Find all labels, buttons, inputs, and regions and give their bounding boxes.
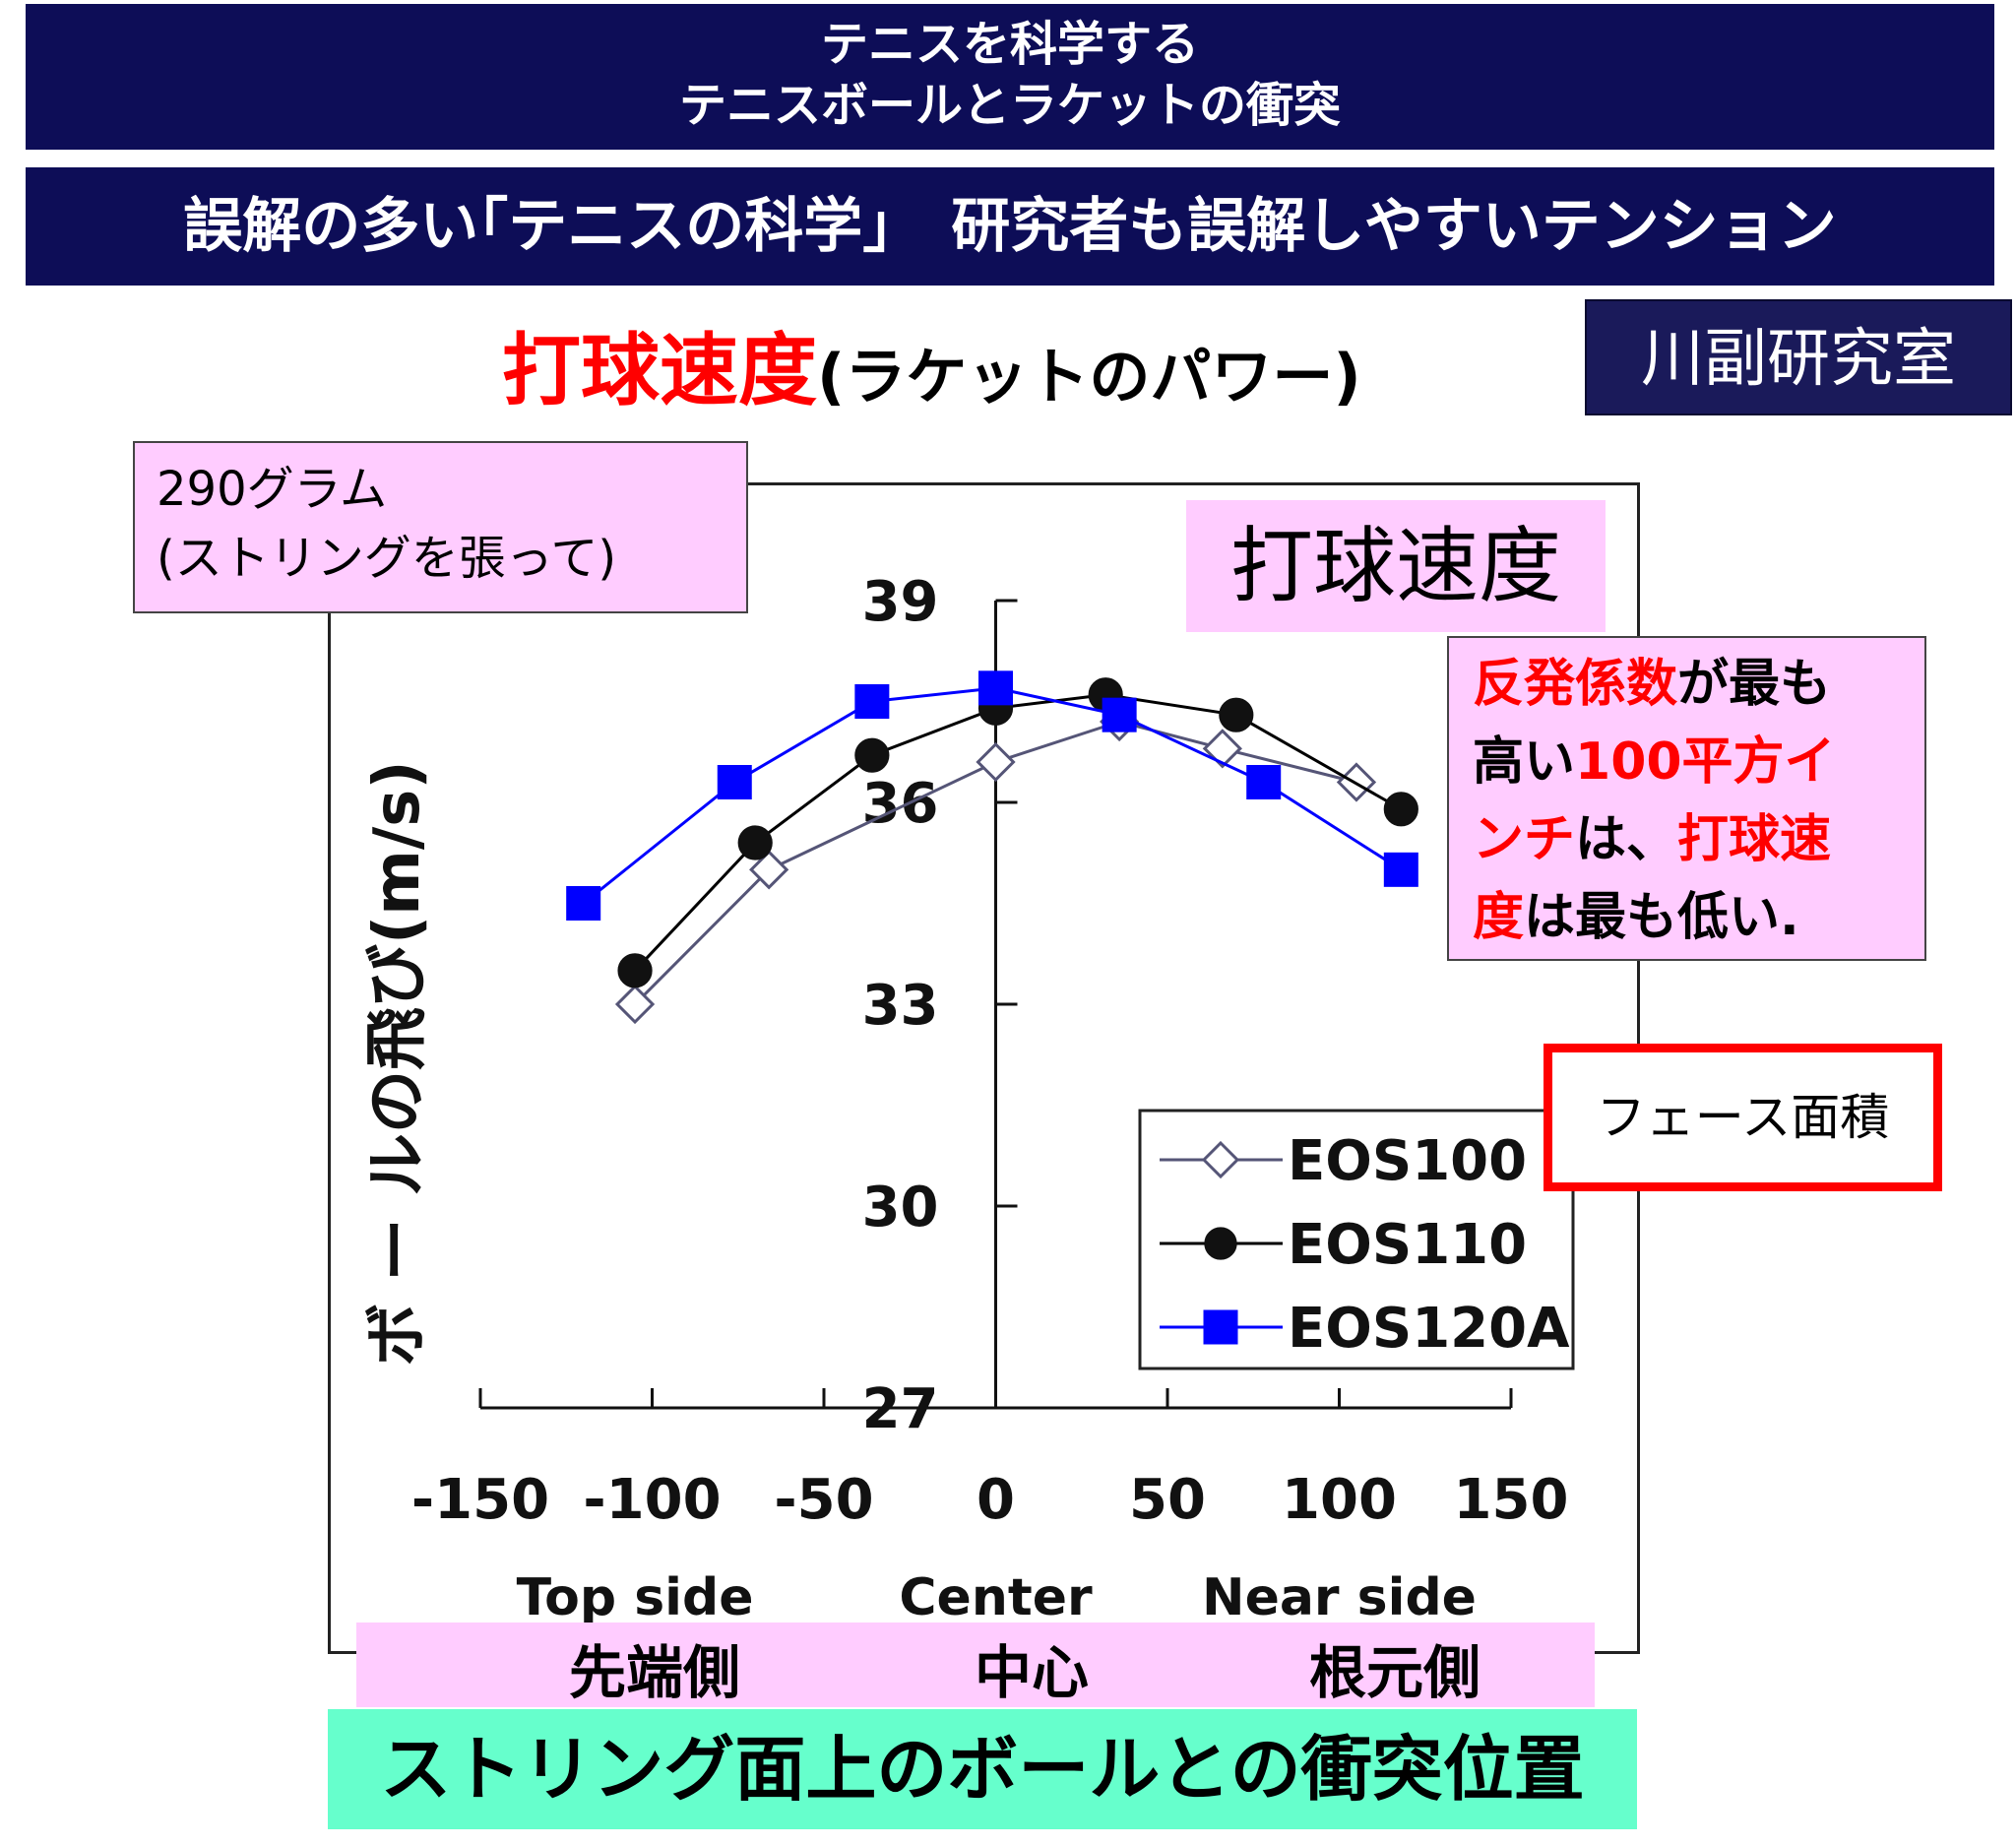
diamond-marker	[1201, 1140, 1240, 1179]
legend-label: EOS100	[1288, 1129, 1527, 1193]
circle-marker	[617, 953, 653, 988]
weight-note-box: 290グラム (ストリングを張って)	[133, 441, 748, 613]
subtitle-main: 打球速度	[502, 325, 817, 416]
y-tick-label: 39	[862, 570, 939, 634]
japanese-position-strip	[356, 1623, 1595, 1707]
series-line	[633, 720, 1357, 1006]
circle-marker	[737, 825, 773, 860]
circle-marker	[854, 737, 890, 773]
note-red-4: 度	[1473, 888, 1525, 947]
note-text-1: が最も	[1677, 655, 1832, 714]
legend-label: EOS110	[1288, 1213, 1527, 1277]
note-text-4: は最も低い.	[1524, 888, 1799, 947]
legend-label: EOS120A	[1288, 1297, 1570, 1361]
circle-marker	[1383, 792, 1418, 827]
note-red-3b: 打球速	[1677, 810, 1832, 869]
square-marker	[717, 765, 752, 799]
square-marker	[854, 684, 890, 719]
x-tick-label: -50	[774, 1468, 873, 1532]
chart-ticks: -150 -100 -50 0 50 100 150 27 30 33 36 39	[411, 570, 1569, 1532]
ball-speed-label: 打球速度	[1186, 500, 1606, 632]
square-marker	[1203, 1309, 1238, 1345]
x-tick-label: 100	[1282, 1468, 1397, 1532]
circle-marker	[1204, 1227, 1237, 1260]
diamond-marker	[976, 741, 1016, 783]
diamond-marker	[614, 984, 656, 1025]
square-marker	[566, 886, 601, 921]
explanation-note: 反発係数が最も 高い100平方イ ンチは、打球速 度は最も低い.	[1447, 636, 1926, 961]
note-text-3: は、	[1575, 810, 1678, 869]
face-area-box: フェース面積	[1544, 1044, 1942, 1191]
y-tick-label: 27	[862, 1377, 939, 1441]
title-banner: テニスを科学する テニスボールとラケットの衝突	[26, 4, 1994, 150]
position-base-label: 根元側	[1309, 1639, 1481, 1706]
position-center-label: 中心	[975, 1639, 1090, 1706]
square-marker	[978, 670, 1013, 706]
title-line-1: テニスを科学する	[820, 17, 1199, 72]
note-red-1: 反発係数	[1473, 655, 1678, 714]
y-tick-label: 30	[862, 1176, 939, 1240]
subtitle-paren: (ラケットのパワー)	[817, 341, 1361, 413]
title-line-2: テニスボールとラケットの衝突	[678, 78, 1341, 133]
chart-labels: Top side Center Near side ボ ー ルの飛び(m/s)	[361, 760, 1477, 1627]
position-tip-label: 先端側	[569, 1639, 741, 1706]
y-axis-label: ボ ー ルの飛び(m/s)	[361, 760, 434, 1366]
x-tick-label: 150	[1454, 1468, 1569, 1532]
y-tick-label: 36	[862, 772, 939, 836]
x-tick-label: -150	[411, 1468, 549, 1532]
chart-series	[566, 670, 1418, 1025]
x-tick-label: 0	[976, 1468, 1015, 1532]
note-red-2: 100平方イ	[1575, 732, 1836, 792]
y-tick-label: 33	[862, 974, 939, 1038]
x-side-label: Center	[899, 1568, 1093, 1627]
slide-subtitle: 打球速度(ラケットのパワー)	[502, 307, 1361, 421]
series-eos110	[617, 677, 1418, 988]
subtitle-banner: 誤解の多い｢テニスの科学｣ 研究者も誤解しやすいテンション	[26, 167, 1994, 286]
note-text-2: 高い	[1473, 732, 1576, 792]
note-red-3: ンチ	[1473, 810, 1576, 869]
chart-legend: EOS100 EOS110 EOS120A	[1138, 1109, 1575, 1370]
x-tick-label: 50	[1129, 1468, 1206, 1532]
weight-line-2: (ストリングを張って)	[157, 531, 617, 586]
series-eos120a	[566, 670, 1418, 921]
square-marker	[1102, 697, 1137, 732]
x-side-label: Top side	[517, 1568, 754, 1627]
impact-position-caption: ストリング面上のボールとの衝突位置	[328, 1709, 1637, 1829]
weight-line-1: 290グラム	[157, 462, 388, 517]
x-side-label: Near side	[1202, 1568, 1477, 1627]
x-tick-label: -100	[583, 1468, 721, 1532]
square-marker	[1246, 765, 1282, 799]
diamond-marker	[749, 850, 789, 890]
diamond-marker	[1202, 729, 1242, 769]
circle-marker	[1219, 697, 1254, 732]
square-marker	[1383, 852, 1418, 887]
lab-name-box: 川副研究室	[1585, 299, 2012, 415]
